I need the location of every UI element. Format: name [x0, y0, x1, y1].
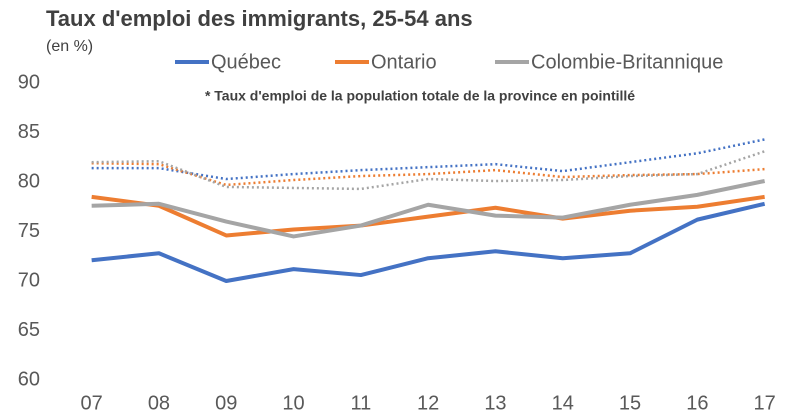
- x-tick-label: 16: [686, 392, 708, 412]
- x-tick-label: 10: [282, 392, 304, 412]
- chart-subtitle: (en %): [46, 38, 93, 55]
- chart-title: Taux d'emploi des immigrants, 25-54 ans: [46, 6, 473, 31]
- x-tick-label: 15: [619, 392, 641, 412]
- annotation: * Taux d'emploi de la population totale …: [205, 88, 635, 104]
- series-line: [91, 179, 766, 239]
- legend-label: Québec: [211, 51, 281, 73]
- series-line: [91, 194, 765, 238]
- x-tick-label: 12: [417, 392, 439, 412]
- x-tick-label: 17: [754, 392, 776, 412]
- y-tick-label: 75: [18, 220, 40, 242]
- x-tick-label: 07: [81, 392, 103, 412]
- x-tick-label: 14: [552, 392, 574, 412]
- y-tick-label: 70: [18, 269, 40, 291]
- x-tick-label: 13: [484, 392, 506, 412]
- y-tick-label: 60: [18, 368, 40, 390]
- legend-label: Ontario: [371, 51, 437, 73]
- y-tick-label: 65: [18, 319, 40, 341]
- x-tick-label: 08: [148, 392, 170, 412]
- y-tick-label: 85: [18, 121, 40, 143]
- series-line: [91, 150, 766, 191]
- legend-label: Colombie-Britannique: [531, 51, 723, 73]
- y-tick-label: 80: [18, 170, 40, 192]
- series-line: [91, 201, 766, 283]
- x-tick-label: 09: [215, 392, 237, 412]
- x-tick-label: 11: [350, 392, 371, 412]
- y-tick-label: 90: [18, 71, 40, 93]
